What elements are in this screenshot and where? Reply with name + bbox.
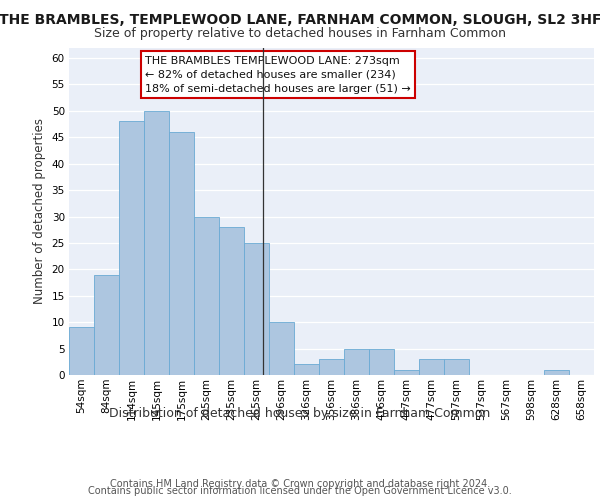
Text: Size of property relative to detached houses in Farnham Common: Size of property relative to detached ho… xyxy=(94,28,506,40)
Bar xyxy=(94,274,119,375)
Bar xyxy=(444,359,469,375)
Bar xyxy=(269,322,294,375)
Text: Distribution of detached houses by size in Farnham Common: Distribution of detached houses by size … xyxy=(109,408,491,420)
Bar xyxy=(544,370,569,375)
Bar xyxy=(419,359,444,375)
Bar xyxy=(244,243,269,375)
Bar xyxy=(344,348,369,375)
Bar xyxy=(169,132,194,375)
Text: Contains HM Land Registry data © Crown copyright and database right 2024.: Contains HM Land Registry data © Crown c… xyxy=(110,479,490,489)
Bar xyxy=(119,122,144,375)
Bar xyxy=(294,364,319,375)
Y-axis label: Number of detached properties: Number of detached properties xyxy=(33,118,46,304)
Bar xyxy=(319,359,344,375)
Bar xyxy=(219,227,244,375)
Bar xyxy=(144,111,169,375)
Bar xyxy=(194,216,219,375)
Bar xyxy=(369,348,394,375)
Bar xyxy=(69,328,94,375)
Text: THE BRAMBLES TEMPLEWOOD LANE: 273sqm
← 82% of detached houses are smaller (234)
: THE BRAMBLES TEMPLEWOOD LANE: 273sqm ← 8… xyxy=(145,56,411,94)
Text: THE BRAMBLES, TEMPLEWOOD LANE, FARNHAM COMMON, SLOUGH, SL2 3HF: THE BRAMBLES, TEMPLEWOOD LANE, FARNHAM C… xyxy=(0,12,600,26)
Bar xyxy=(394,370,419,375)
Text: Contains public sector information licensed under the Open Government Licence v3: Contains public sector information licen… xyxy=(88,486,512,496)
